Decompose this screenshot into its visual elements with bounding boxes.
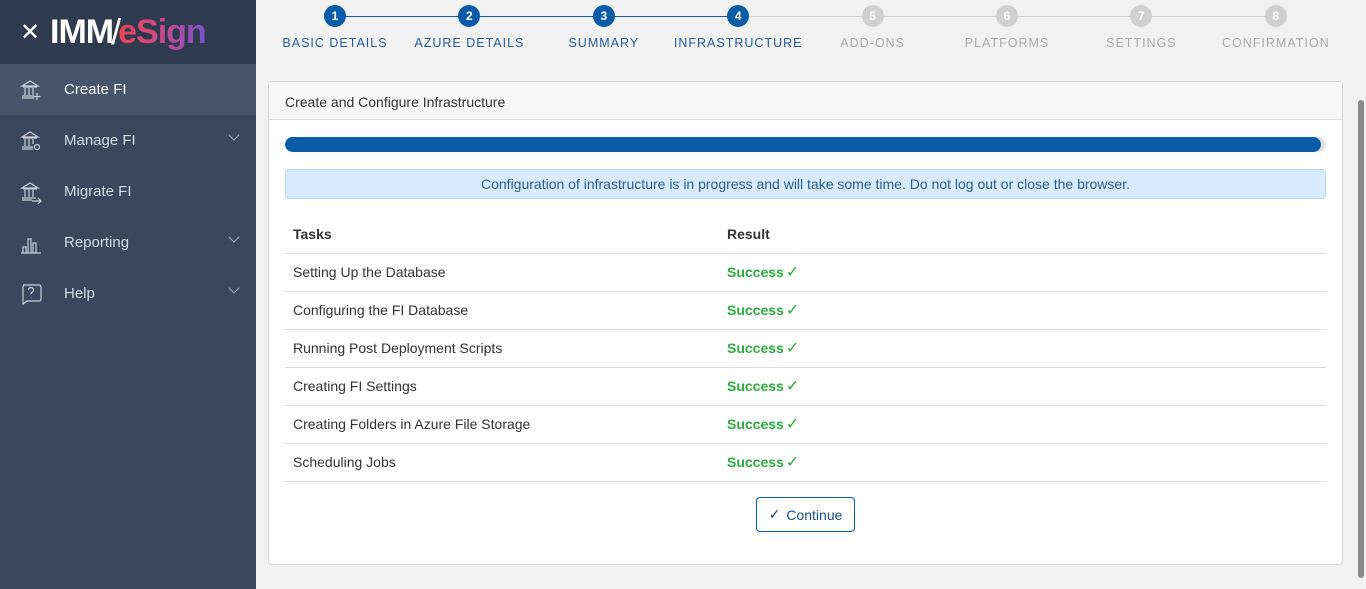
logo: IMM / eSign [50,11,207,52]
step-label: SETTINGS [1106,36,1177,50]
sidebar-item-create-fi[interactable]: Create FI [0,64,256,115]
infrastructure-card: Create and Configure Infrastructure Conf… [268,81,1343,565]
step-connector [604,16,739,17]
result-text: Success [727,378,784,394]
task-name: Configuring the FI Database [285,291,719,330]
task-result: Success ✓ [719,253,1326,292]
step-number: 7 [1130,5,1153,27]
brand-bar: ✕ IMM / eSign [0,0,256,64]
bank-gear-icon [0,129,64,153]
bank-plus-icon [0,78,64,102]
table-row: Scheduling Jobs Success ✓ [285,443,1326,482]
bank-arrow-icon [0,180,64,204]
sidebar-item-label: Manage FI [64,132,136,149]
step-connector [1007,16,1142,17]
step-number: 1 [324,5,346,27]
check-icon: ✓ [785,340,800,357]
scrollbar[interactable] [1356,0,1366,589]
task-result: Success ✓ [719,367,1326,406]
result-text: Success [727,264,784,280]
task-name: Scheduling Jobs [285,443,719,482]
task-result: Success ✓ [719,291,1326,330]
step-label: ADD-ONS [840,36,905,50]
step-label: AZURE DETAILS [414,36,525,50]
step-number: 4 [727,5,750,27]
result-text: Success [727,454,784,470]
step-2[interactable]: 2 AZURE DETAILS [402,0,536,50]
task-name: Creating FI Settings [285,367,719,406]
result-text: Success [727,340,784,356]
step-5[interactable]: 5 ADD-ONS [806,0,940,50]
task-result: Success ✓ [719,329,1326,368]
header-tasks: Tasks [285,215,719,254]
check-icon: ✓ [785,264,800,281]
chevron-down-icon[interactable] [228,129,240,141]
help-bubble-icon [0,282,64,306]
step-3[interactable]: 3 SUMMARY [537,0,671,50]
step-label: CONFIRMATION [1222,36,1330,50]
check-icon: ✓ [785,378,800,395]
bar-chart-icon [0,231,64,255]
table-row: Creating FI Settings Success ✓ [285,367,1326,406]
continue-button[interactable]: ✓ Continue [756,497,855,532]
task-result: Success ✓ [719,405,1326,444]
check-icon: ✓ [785,302,800,319]
check-icon: ✓ [785,454,800,471]
info-alert: Configuration of infrastructure is in pr… [285,169,1326,199]
sidebar-item-label: Create FI [64,81,127,98]
step-connector [872,16,1008,17]
step-number: 5 [861,5,884,27]
step-4[interactable]: 4 INFRASTRUCTURE [671,0,805,50]
step-connector [335,16,470,17]
sidebar-item-manage-fi[interactable]: Manage FI [0,115,256,166]
sidebar-item-migrate-fi[interactable]: Migrate FI [0,166,256,217]
step-connector [469,16,604,17]
step-label: BASIC DETAILS [282,36,388,50]
tasks-table: Tasks Result Setting Up the Database Succe… [285,215,1326,482]
check-icon: ✓ [768,506,781,522]
sidebar-item-label: Help [64,285,95,302]
step-number: 3 [592,5,615,27]
step-1[interactable]: 1 BASIC DETAILS [268,0,402,50]
header-result: Result [719,215,1326,254]
close-icon[interactable]: ✕ [20,18,41,46]
check-icon: ✓ [785,416,800,433]
sidebar-item-label: Migrate FI [64,183,132,200]
table-row: Creating Folders in Azure File Storage Su… [285,405,1326,444]
step-6[interactable]: 6 PLATFORMS [940,0,1074,50]
chevron-down-icon[interactable] [228,231,240,243]
step-number: 6 [996,5,1018,27]
card-title: Create and Configure Infrastructure [269,82,1342,120]
stepper: 1 BASIC DETAILS 2 AZURE DETAILS 3 SUMMARY 4 INF… [268,0,1343,70]
chevron-down-icon[interactable] [228,282,240,294]
result-text: Success [727,416,784,432]
step-8[interactable]: 8 CONFIRMATION [1209,0,1343,50]
step-label: SUMMARY [568,36,640,50]
step-7[interactable]: 7 SETTINGS [1074,0,1208,50]
sidebar: ✕ IMM / eSign Create FI Manage FI Migrate FI… [0,0,256,589]
result-text: Success [727,302,784,318]
task-result: Success ✓ [719,443,1326,482]
step-label: INFRASTRUCTURE [673,36,803,50]
step-label: PLATFORMS [964,36,1050,50]
step-connector [738,16,873,17]
step-number: 2 [458,5,481,27]
step-number: 8 [1264,5,1287,27]
progress-fill [285,137,1321,152]
task-name: Running Post Deployment Scripts [285,329,719,368]
sidebar-item-help[interactable]: Help [0,268,256,319]
table-row: Configuring the FI Database Success ✓ [285,291,1326,330]
task-name: Creating Folders in Azure File Storage [285,405,719,444]
table-row: Running Post Deployment Scripts Success ✓ [285,329,1326,368]
step-connector [1141,16,1276,17]
sidebar-item-label: Reporting [64,234,130,251]
main-content: 1 BASIC DETAILS 2 AZURE DETAILS 3 SUMMARY 4 INF… [256,0,1356,589]
sidebar-item-reporting[interactable]: Reporting [0,217,256,268]
scrollbar-thumb[interactable] [1358,100,1364,578]
progress-bar [285,137,1326,152]
table-row: Setting Up the Database Success ✓ [285,253,1326,292]
continue-label: Continue [786,506,843,523]
task-name: Setting Up the Database [285,253,719,292]
